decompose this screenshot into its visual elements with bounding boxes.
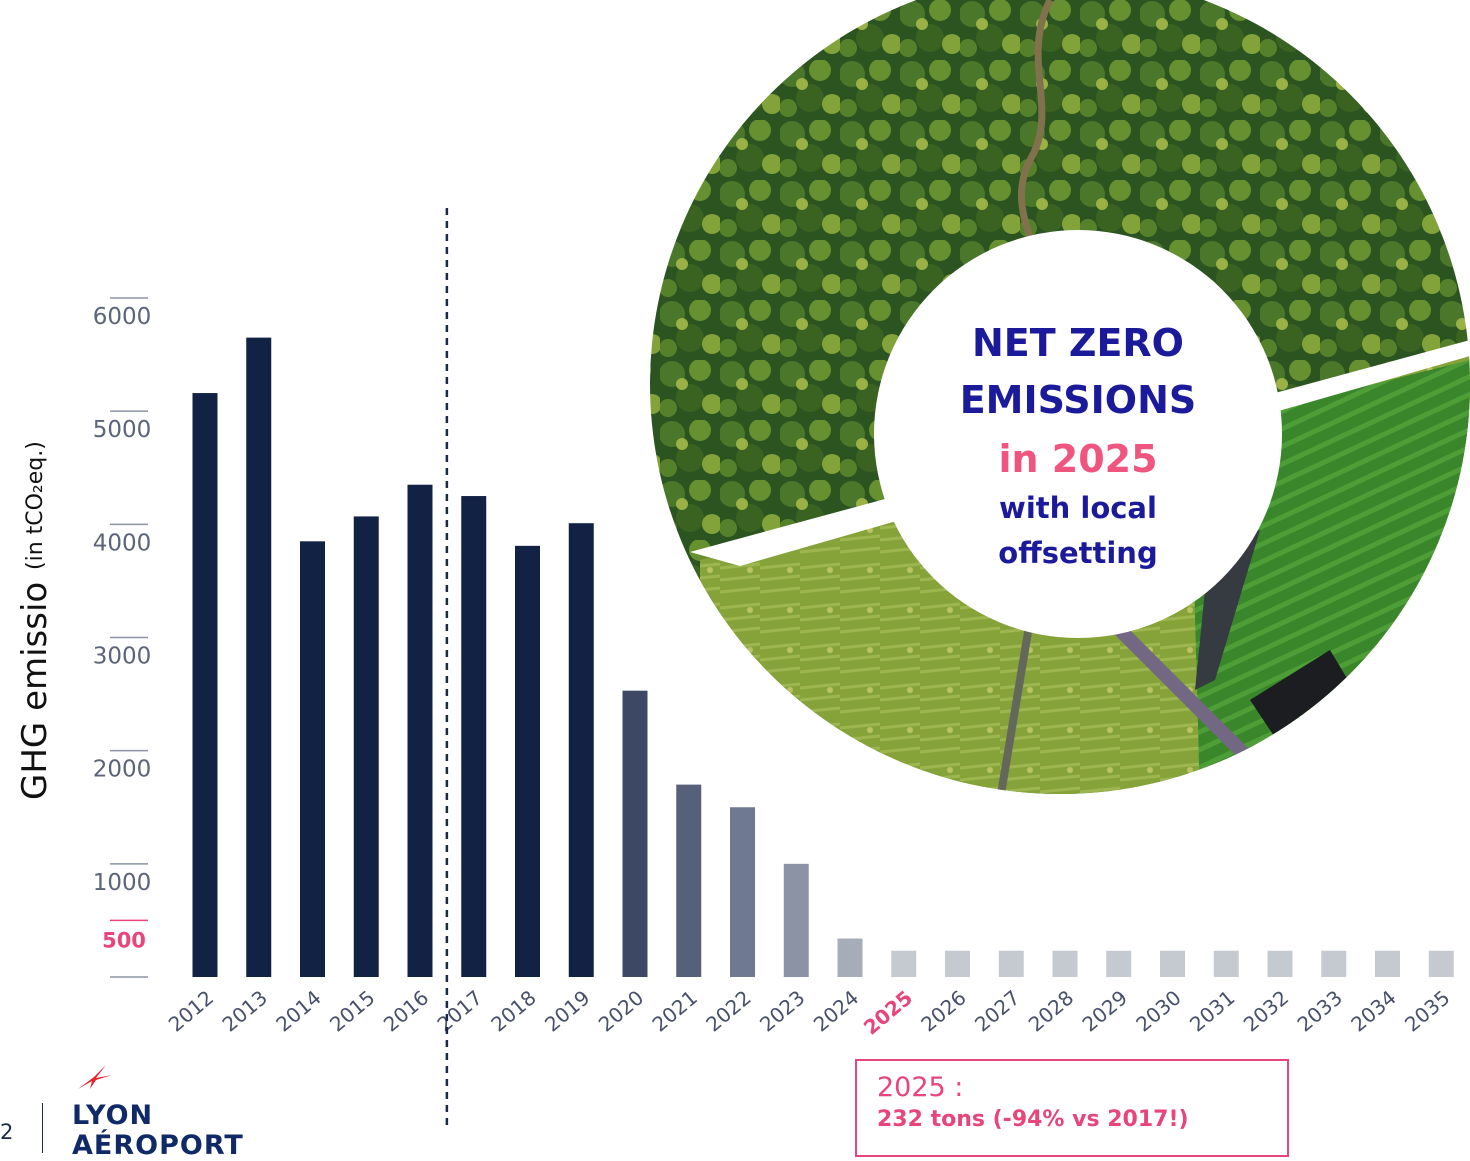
x-tick-label-2021: 2021 [648, 985, 702, 1036]
disc-subtitle-line2: offsetting [998, 536, 1157, 570]
x-tick-label-2014: 2014 [271, 985, 325, 1036]
y-tick-label: 4000 [93, 530, 152, 556]
bar-2016 [407, 484, 433, 977]
x-tick-label-2031: 2031 [1185, 985, 1239, 1036]
x-tick-label-2012: 2012 [164, 985, 218, 1036]
x-tick-label-2035: 2035 [1400, 985, 1454, 1036]
bar-2020 [622, 690, 648, 977]
disc-title-line2: EMISSIONS [960, 378, 1197, 422]
bar-2014 [300, 541, 325, 977]
bar-2028 [1052, 950, 1078, 977]
y-axis-title: GHG emissio [15, 582, 55, 800]
x-tick-label-2029: 2029 [1078, 985, 1132, 1036]
bar-2022 [730, 807, 755, 977]
bar-2032 [1267, 950, 1293, 977]
bar-2034 [1375, 950, 1400, 977]
red-airplane-star-icon [78, 1065, 112, 1089]
disc-year-line: in 2025 [998, 437, 1157, 481]
x-tick-label-2027: 2027 [970, 985, 1024, 1036]
bar-2018 [515, 545, 540, 977]
net-zero-circle [874, 230, 1282, 638]
callout-box: 2025 : 232 tons (-94% vs 2017!) [855, 1059, 1289, 1157]
callout-title: 2025 : [877, 1072, 964, 1103]
bar-2015 [353, 516, 379, 977]
callout-text: 232 tons (-94% vs 2017!) [877, 1107, 1189, 1132]
x-tick-label-2013: 2013 [218, 985, 272, 1036]
y-axis: 1000 2000 3000 4000 5000 6000 500 [93, 297, 152, 978]
bar-2021 [676, 784, 702, 977]
bar-2013 [246, 337, 272, 977]
bar-2017 [461, 496, 487, 977]
bar-2024 [837, 938, 863, 977]
x-tick-label-2022: 2022 [701, 985, 755, 1036]
disc-subtitle-line1: with local [999, 491, 1157, 525]
y-tick-label-500: 500 [102, 928, 146, 952]
y-tick-label: 1000 [93, 870, 152, 896]
bar-2027 [998, 950, 1024, 977]
y-axis-unit: (in tCO₂eq.) [23, 441, 48, 570]
x-tick-label-2034: 2034 [1346, 985, 1400, 1036]
bar-2035 [1428, 950, 1454, 977]
x-tick-label-2025: 2025 [859, 985, 917, 1039]
footer-divider [42, 1103, 43, 1153]
bar-2030 [1160, 950, 1185, 977]
x-tick-label-2018: 2018 [486, 985, 540, 1036]
x-tick-label-2033: 2033 [1293, 985, 1347, 1036]
y-axis-label: GHG emissio (in tCO₂eq.) [15, 441, 55, 800]
x-tick-label-2023: 2023 [755, 985, 809, 1036]
logo-line1: LYON [72, 1100, 154, 1131]
x-tick-label-2032: 2032 [1239, 985, 1293, 1036]
x-axis: 2012 2013 2014 2015 2016 2017 2018 2019 2020 2021… [164, 985, 1455, 1039]
x-tick-label-2028: 2028 [1024, 985, 1078, 1036]
bar-2033 [1321, 950, 1347, 977]
disc-title-line1: NET ZERO [972, 321, 1184, 365]
y-tick-label: 2000 [93, 757, 152, 783]
bar-2026 [945, 950, 970, 977]
x-tick-label-2030: 2030 [1131, 985, 1185, 1036]
bars [192, 337, 1454, 977]
y-tick-label: 3000 [93, 644, 152, 670]
x-tick-label-2026: 2026 [916, 985, 970, 1036]
y-tick-label: 6000 [93, 304, 152, 330]
page-number: 2 [0, 1120, 14, 1144]
x-tick-label-2015: 2015 [325, 985, 379, 1036]
bar-2023 [783, 863, 809, 977]
bar-2012 [192, 393, 218, 977]
bar-2029 [1106, 950, 1132, 977]
bar-2031 [1213, 950, 1239, 977]
bar-2025 [891, 950, 917, 977]
x-tick-label-2017: 2017 [433, 985, 487, 1036]
lyon-aeroport-logo: LYON AÉROPORT [72, 1062, 272, 1161]
bar-2019 [568, 523, 594, 977]
x-tick-label-2020: 2020 [594, 985, 648, 1036]
x-tick-label-2019: 2019 [540, 985, 594, 1036]
logo-line2: AÉROPORT [72, 1130, 244, 1161]
x-tick-label-2024: 2024 [809, 985, 863, 1036]
x-tick-label-2016: 2016 [379, 985, 433, 1036]
y-tick-label: 5000 [93, 417, 152, 443]
